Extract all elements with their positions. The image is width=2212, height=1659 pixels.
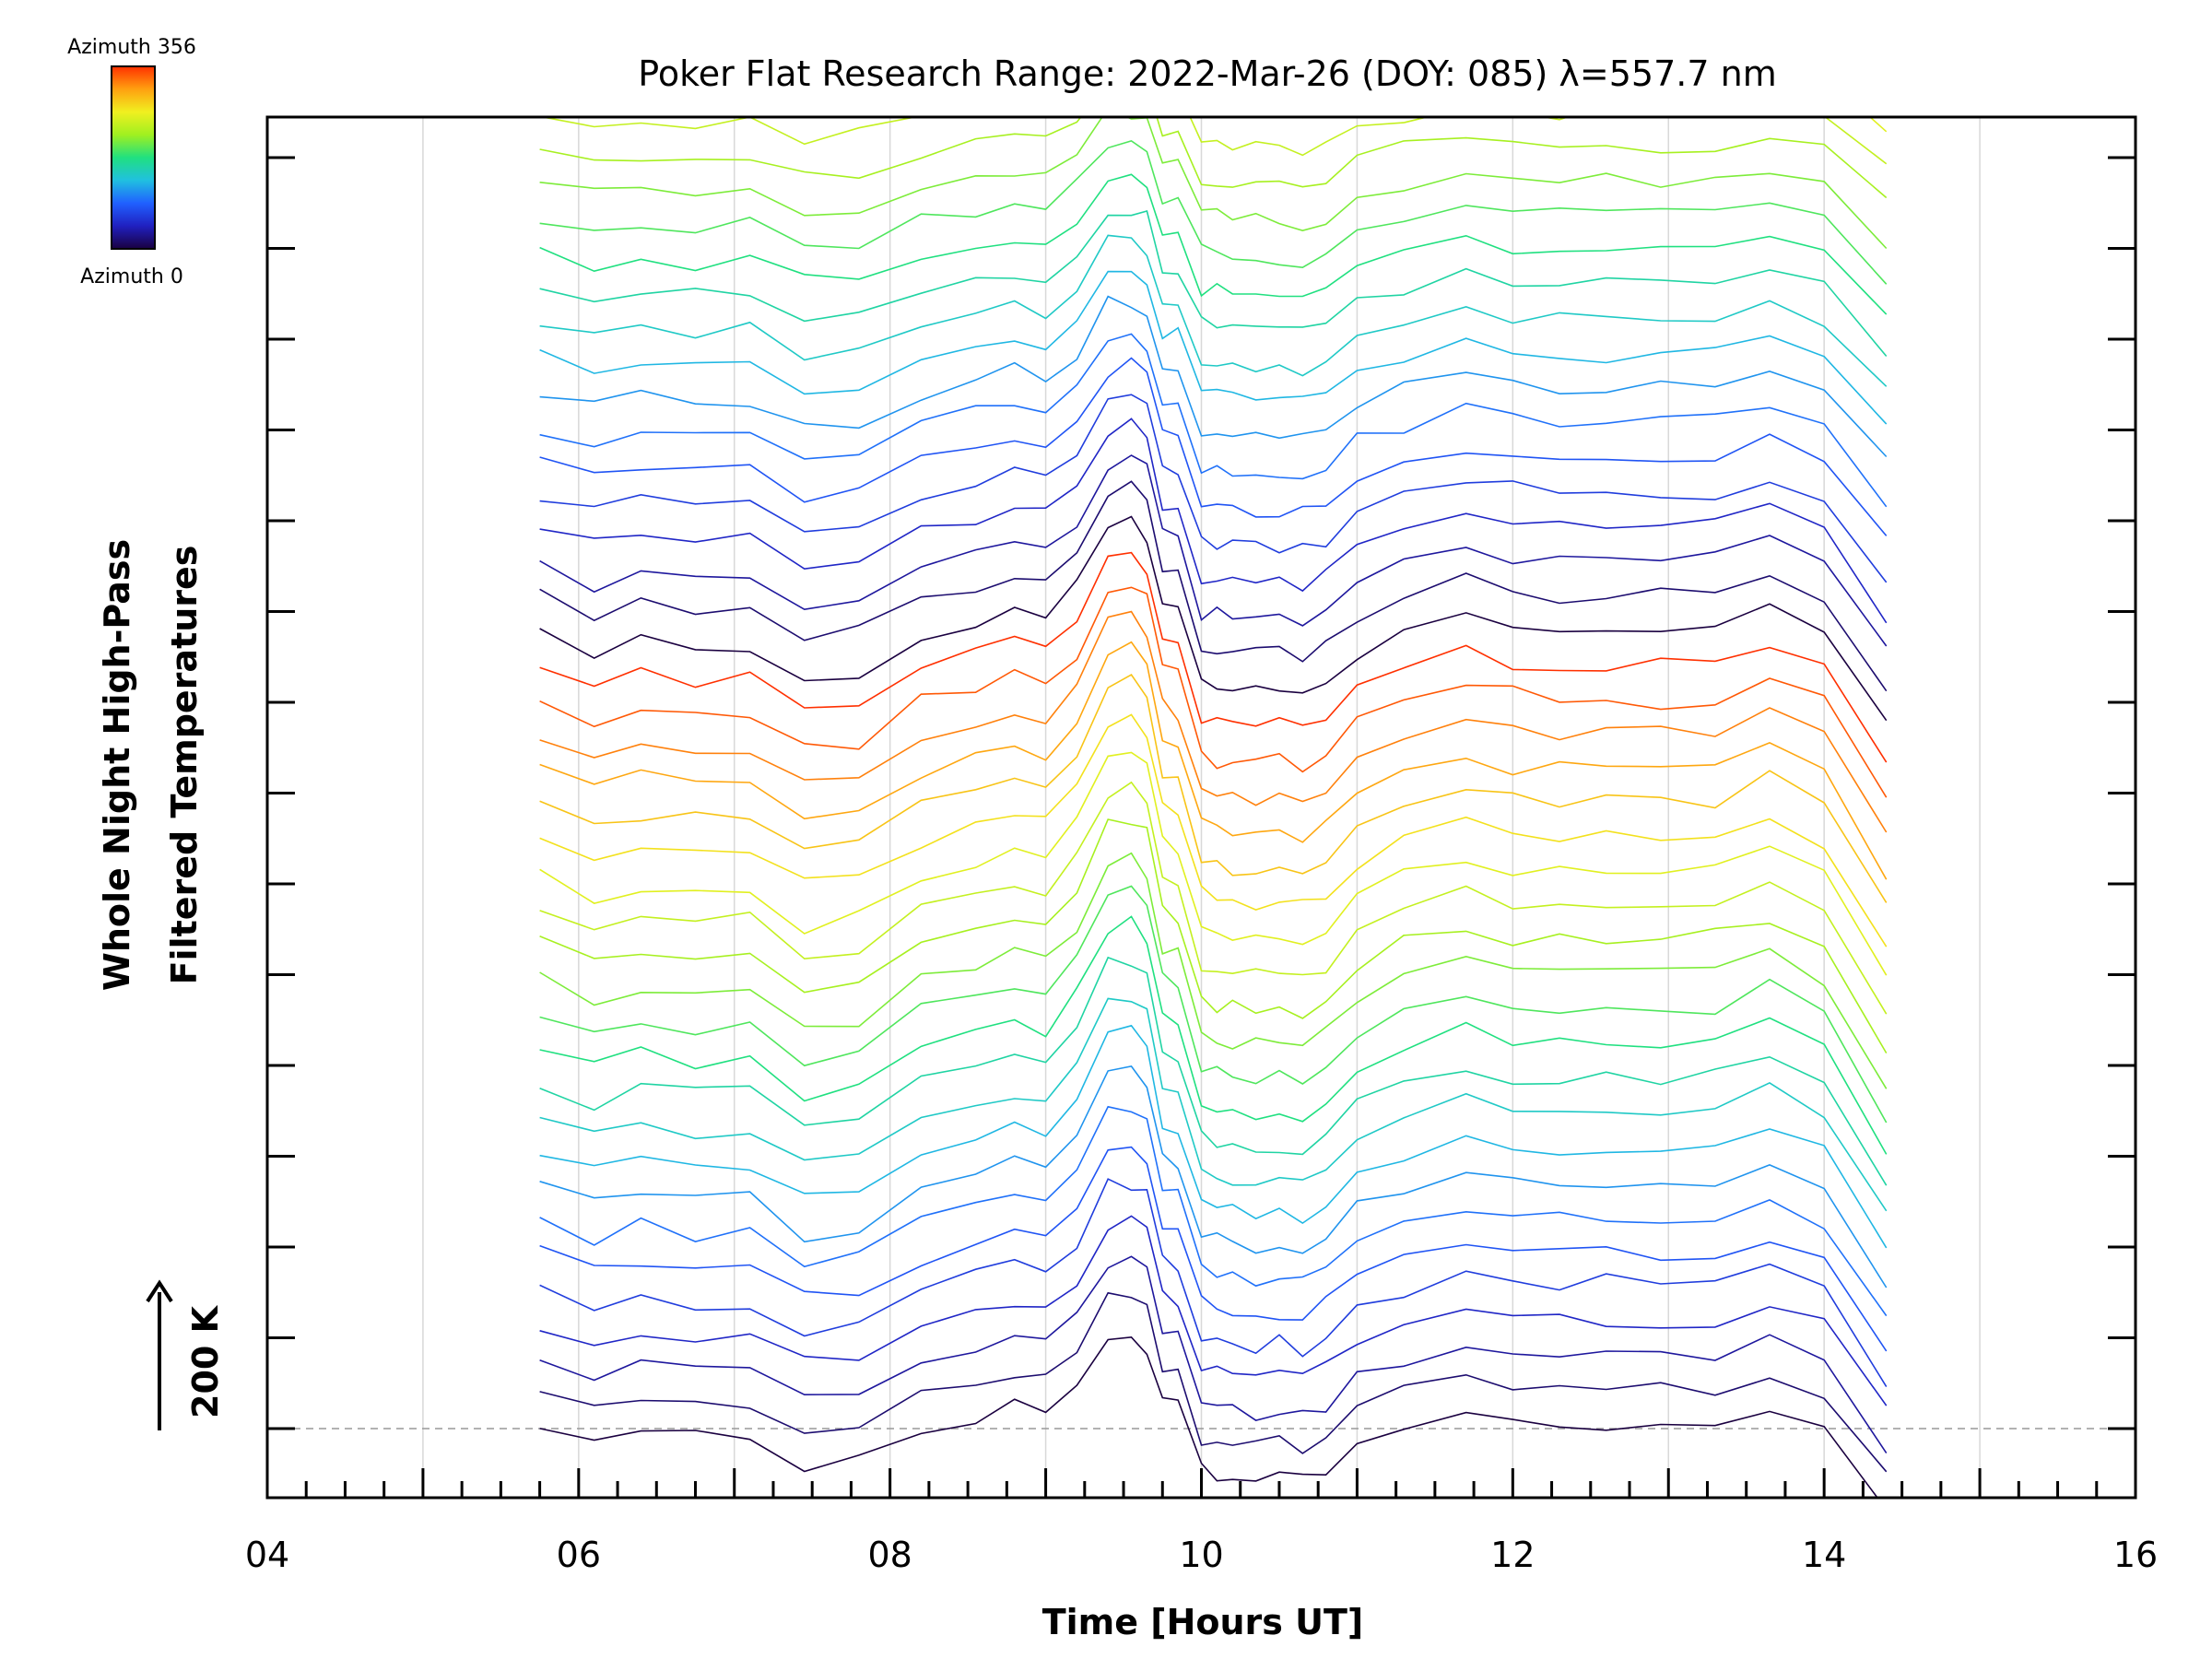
y-axis-label: Whole Night High-Pass Filtered Temperatu… (97, 539, 205, 991)
colorbar-gradient (111, 65, 156, 250)
scale-label: 200 K (185, 1304, 226, 1418)
chart-title: Poker Flat Research Range: 2022-Mar-26 (… (638, 53, 1776, 94)
grid-lines (422, 117, 1981, 1498)
scale-indicator: 200 K (146, 1279, 226, 1430)
x-tick-label: 14 (1802, 1535, 1846, 1575)
x-tick-label: 04 (245, 1535, 289, 1575)
x-axis-label: Time [Hours UT] (1042, 1602, 1364, 1642)
series-line (539, 515, 1888, 722)
series-line (539, 1146, 1888, 1352)
series-line (539, 270, 1888, 425)
series-line (539, 210, 1888, 358)
series-line (539, 713, 1888, 947)
series-line (539, 1105, 1888, 1317)
y-axis-label-line1: Whole Night High-Pass (97, 539, 137, 991)
scale-arrowhead-icon (146, 1279, 173, 1303)
series-line (539, 1335, 1878, 1498)
series-line (539, 781, 1888, 1015)
series-line (539, 480, 1888, 692)
x-tick-label: 12 (1490, 1535, 1535, 1575)
series-line (539, 173, 1888, 315)
y-axis-label-line2: Filtered Temperatures (164, 546, 205, 985)
series-line (539, 586, 1888, 798)
series-line (539, 117, 1888, 165)
series-line (539, 751, 1888, 976)
series-line (539, 295, 1888, 458)
series-line (539, 885, 1888, 1124)
series-line (539, 117, 1888, 250)
series-line (539, 1024, 1888, 1249)
series-line (539, 641, 1888, 880)
series-line (539, 852, 1888, 1089)
series-line (539, 1291, 1888, 1473)
series-line (539, 610, 1888, 833)
series-line (539, 140, 1888, 285)
series-line (539, 1215, 1888, 1406)
series-line (539, 673, 1888, 903)
x-tick-labels: 04 06 08 10 12 14 16 (245, 1535, 2158, 1575)
colorbar-bottom-label: Azimuth 0 (80, 265, 183, 288)
series-line (539, 454, 1888, 647)
series-line (539, 117, 1888, 199)
series-line (539, 394, 1888, 583)
series-line (539, 956, 1888, 1186)
series-line (539, 551, 1888, 763)
x-tick-label: 06 (557, 1535, 601, 1575)
series-line (540, 0, 1887, 29)
series-line (539, 333, 1888, 508)
series-line (539, 1178, 1888, 1388)
series-line (539, 418, 1888, 624)
x-tick-label: 08 (867, 1535, 912, 1575)
series-lines (539, 0, 1888, 1498)
series-line (539, 915, 1888, 1155)
x-tick-label: 16 (2113, 1535, 2158, 1575)
colorbar-top-label: Azimuth 356 (67, 36, 196, 59)
colorbar: Azimuth 356 Azimuth 0 (67, 36, 196, 288)
series-line (539, 1065, 1888, 1288)
series-line (539, 818, 1888, 1054)
series-line (539, 357, 1888, 536)
axis-ticks (265, 156, 2137, 1498)
series-line (539, 1255, 1888, 1454)
series-line (539, 997, 1888, 1212)
series-line (539, 234, 1888, 387)
x-tick-label: 10 (1179, 1535, 1223, 1575)
